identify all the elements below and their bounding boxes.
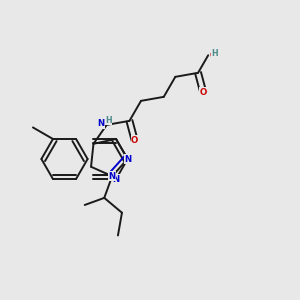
Text: N: N — [112, 175, 120, 184]
Text: O: O — [131, 136, 138, 145]
Text: H: H — [212, 49, 218, 58]
Text: N: N — [124, 154, 131, 164]
Text: H: H — [106, 116, 112, 124]
Text: O: O — [210, 51, 217, 60]
Text: N: N — [109, 172, 116, 181]
Text: N: N — [97, 119, 104, 128]
Text: O: O — [200, 88, 207, 97]
